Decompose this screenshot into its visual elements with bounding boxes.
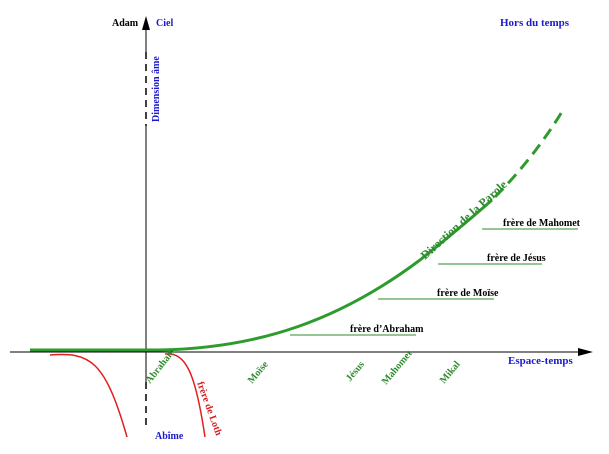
horizontal-label: Espace-temps bbox=[508, 355, 573, 367]
up-label: Ciel bbox=[156, 18, 173, 29]
fall-curve bbox=[49, 353, 128, 438]
fall-label: frère de Loth bbox=[194, 380, 224, 437]
arrow-up bbox=[142, 16, 150, 30]
parole-curve-dashed bbox=[493, 109, 565, 199]
fall-curve bbox=[164, 353, 206, 438]
brother-label: frère de Mahomet bbox=[503, 218, 581, 229]
prophet-label: Jésus bbox=[344, 359, 367, 384]
arrow-right bbox=[578, 348, 593, 356]
curve-label: Direction de la Parole bbox=[418, 177, 511, 262]
down-label: Abîme bbox=[155, 431, 184, 442]
prophet-label: Mahomet bbox=[380, 348, 415, 387]
parole-curve bbox=[30, 198, 493, 352]
prophet-label: Moïse bbox=[246, 359, 271, 386]
adam-label: Adam bbox=[112, 18, 139, 29]
brother-label: frère d’Abraham bbox=[350, 324, 424, 335]
vertical-label: Dimension âme bbox=[151, 56, 162, 122]
prophet-label: Mikal bbox=[438, 359, 463, 386]
brother-label: frère de Jésus bbox=[487, 253, 546, 264]
corner-label: Hors du temps bbox=[500, 17, 570, 29]
brother-label: frère de Moïse bbox=[437, 288, 499, 299]
